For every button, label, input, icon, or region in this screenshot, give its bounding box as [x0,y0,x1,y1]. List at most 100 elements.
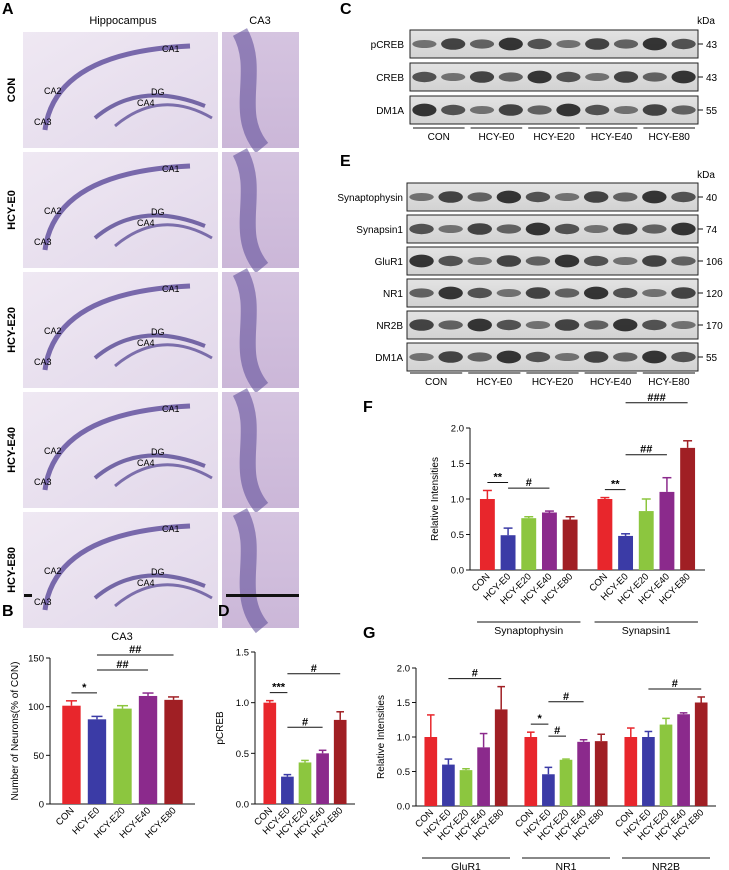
panel-d-letter: D [218,603,230,620]
bar [542,774,555,806]
pyramidal-layer [42,403,191,491]
region-label-ca3: CA3 [34,477,52,487]
y-tick-label: 100 [28,702,44,713]
kda-value: 40 [706,193,718,204]
blot-band [496,289,522,297]
row-label: HCY-E40 [6,427,18,473]
group-label: HCY-E20 [532,377,574,388]
dentate-gyrus-layer [93,573,206,600]
blot-band [554,223,580,235]
bar [87,719,107,804]
blot-band [642,37,667,51]
blot-band [671,351,696,363]
blot-band [613,257,638,265]
region-label-ca1: CA1 [162,524,180,534]
region-label-ca1: CA1 [162,404,180,414]
blot-band [409,254,434,268]
dentate-gyrus-lower [114,103,213,128]
region-label-dg: DG [151,87,165,97]
blot-band [671,105,696,115]
bar [577,741,590,806]
y-axis-label: Relative Intensities [430,457,441,541]
group-label: HCY-E80 [648,377,690,388]
blot-band [554,193,580,201]
y-axis-label: Number of Neurons(% of CON) [10,662,21,801]
bar [594,741,608,806]
ca3-cell-band [232,148,269,274]
ca3-cell-band [232,508,269,634]
kda-value: 170 [706,321,723,332]
y-tick-label: 0.5 [236,749,249,760]
significance-mark: *** [272,682,286,694]
blot-band [469,39,495,49]
group-label: HCY-E0 [479,132,515,143]
blot-band [613,223,638,235]
region-label-ca3: CA3 [34,597,52,607]
blot-band [642,319,667,331]
hippocampus-image [23,392,218,508]
hippocampus-image [23,272,218,388]
kda-value: 55 [706,353,718,364]
bar [316,753,329,804]
region-label-ca4: CA4 [137,338,155,348]
y-tick-label: 1.5 [397,698,410,709]
bar [677,714,690,806]
blot-band [554,254,580,268]
blot-band [438,225,463,233]
ca3-image [222,32,299,148]
region-label-ca2: CA2 [44,326,62,336]
panel-e-kda: kDa [697,170,715,181]
group-label: HCY-E0 [476,377,512,388]
x-tick-label: CON [54,805,77,828]
region-label-ca2: CA2 [44,206,62,216]
region-label-ca4: CA4 [137,458,155,468]
blot-band [556,71,581,83]
significance-mark: * [82,682,87,694]
significance-mark: # [563,691,569,703]
blot-band [525,191,551,203]
bar [62,705,81,804]
group-label: Synapsin1 [622,625,671,637]
panel-c-kda: kDa [697,16,715,27]
region-label-ca3: CA3 [34,357,52,367]
blot-band [671,191,696,203]
blot-band [438,255,463,267]
bar [541,512,557,570]
bar [333,719,347,804]
bar [659,491,675,570]
region-label-dg: DG [151,567,165,577]
blot-band [409,319,434,331]
y-tick-label: 1.0 [451,495,464,506]
blot-band [409,193,434,201]
bar [618,535,634,570]
y-tick-label: 2.0 [451,424,464,435]
blot-band [498,37,523,51]
kda-value: 106 [706,257,723,268]
dentate-gyrus-layer [93,213,206,240]
region-label-dg: DG [151,207,165,217]
kda-value: 120 [706,289,723,300]
blot-band [496,350,522,364]
row-label: CON [6,78,18,103]
panel-e: E kDa Synaptophysin 40 Synapsin1 74 GluR1 106… [337,153,723,388]
blot-band [671,222,696,236]
ca3-image [222,512,299,628]
significance-mark: ** [611,479,620,491]
blot-band [441,38,466,50]
blot-band [583,255,609,267]
region-label-dg: DG [151,327,165,337]
significance-mark: # [672,678,678,690]
significance-mark: # [311,663,317,675]
dentate-gyrus-lower [114,583,213,608]
ca3-image [222,392,299,508]
panel-g-letter: G [363,625,375,642]
y-axis-label: Relative Intensities [376,695,387,779]
bar [559,759,573,806]
blot-label: NR2B [376,321,403,332]
ca3-image [222,152,299,268]
y-tick-label: 1.0 [236,698,249,709]
blot-band [613,352,638,362]
dentate-gyrus-lower [114,343,213,368]
bar [680,447,696,570]
